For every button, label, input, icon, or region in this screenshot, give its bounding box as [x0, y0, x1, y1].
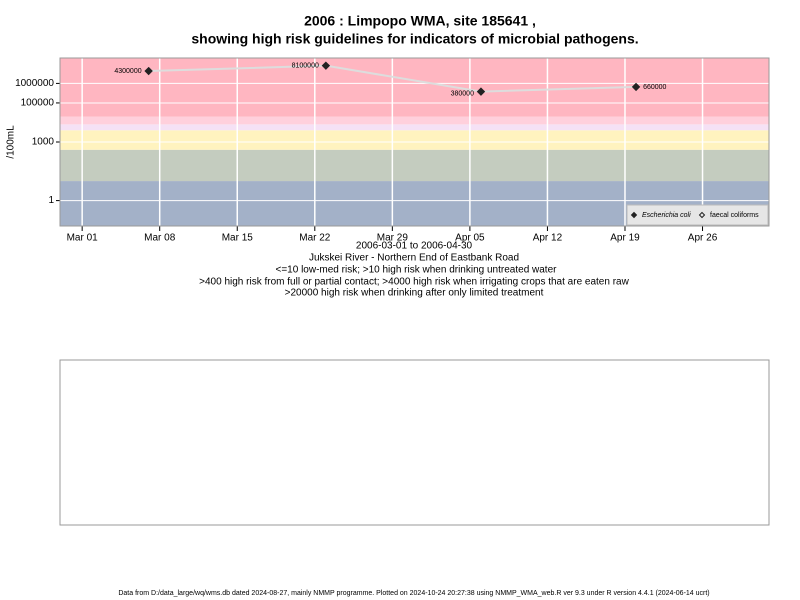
risk-band	[60, 124, 769, 131]
data-label: 660000	[643, 84, 666, 91]
risk-band	[60, 149, 769, 182]
footer: Data from D:/data_large/wq/wms.db dated …	[118, 590, 709, 597]
x-tick-label: Mar 22	[299, 233, 331, 244]
data-point	[144, 66, 153, 76]
data-label: 8100000	[292, 63, 319, 70]
y-axis-label: /100mL	[6, 125, 17, 159]
note: <=10 low-med risk; >10 high risk when dr…	[276, 265, 558, 276]
risk-band	[60, 116, 769, 125]
legend-marker	[698, 211, 706, 219]
legend-box	[626, 204, 769, 226]
data-point	[476, 87, 486, 96]
x-tick-label: Apr 12	[533, 233, 563, 244]
risk-band	[60, 130, 769, 150]
x-tick-label: Apr 19	[610, 233, 640, 244]
chart-subtitle: showing high risk guidelines for indicat…	[191, 31, 638, 47]
legend-label: faecal coliforms	[710, 212, 759, 219]
note: >400 high risk from full or partial cont…	[199, 277, 629, 288]
data-point	[631, 82, 641, 92]
y-tick-label: 100000	[21, 98, 55, 109]
legend-label: Escherichia coli	[642, 212, 691, 219]
data-label: 4300000	[114, 68, 141, 75]
x-tick-label: Apr 05	[455, 233, 485, 244]
x-tick-label: Mar 08	[144, 233, 176, 244]
data-label: 380000	[451, 90, 474, 97]
date-range: 2006-03-01 to 2006-04-30	[356, 241, 473, 252]
series-line	[148, 64, 637, 93]
x-tick-label: Mar 29	[377, 233, 409, 244]
x-tick-label: Mar 15	[222, 233, 254, 244]
plot-frame	[59, 57, 770, 227]
empty-panel	[59, 359, 770, 526]
y-tick-label: 1000	[32, 137, 55, 148]
legend-marker	[630, 211, 638, 219]
x-tick-label: Apr 26	[688, 233, 718, 244]
risk-band	[60, 58, 769, 117]
data-point	[321, 61, 331, 70]
y-tick-label: 1000000	[15, 78, 54, 89]
site-name: Jukskei River - Northern End of Eastbank…	[309, 253, 519, 264]
chart-title: 2006 : Limpopo WMA, site 185641 ,	[304, 13, 536, 29]
note: >20000 high risk when drinking after onl…	[285, 288, 544, 299]
y-tick-label: 1	[48, 195, 54, 206]
x-tick-label: Mar 01	[67, 233, 99, 244]
